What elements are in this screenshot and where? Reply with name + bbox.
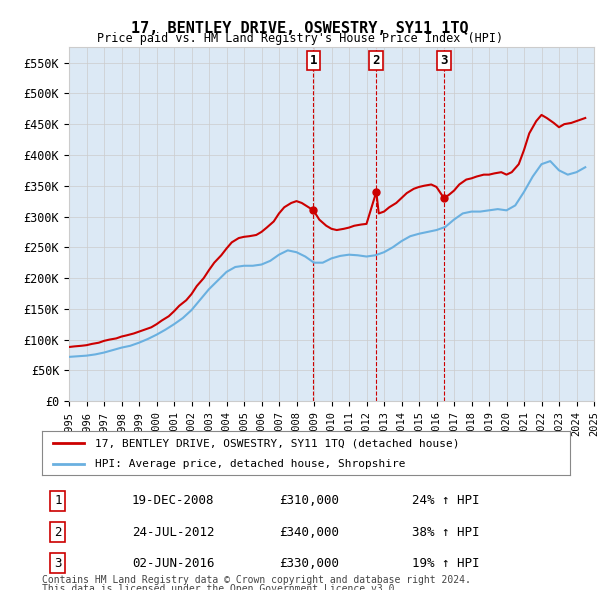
Text: 1: 1 <box>54 494 62 507</box>
Text: HPI: Average price, detached house, Shropshire: HPI: Average price, detached house, Shro… <box>95 459 406 469</box>
Text: 17, BENTLEY DRIVE, OSWESTRY, SY11 1TQ (detached house): 17, BENTLEY DRIVE, OSWESTRY, SY11 1TQ (d… <box>95 438 460 448</box>
Text: 1: 1 <box>310 54 317 67</box>
Text: £330,000: £330,000 <box>280 556 340 570</box>
Text: 3: 3 <box>440 54 448 67</box>
Text: 2: 2 <box>373 54 380 67</box>
Text: 17, BENTLEY DRIVE, OSWESTRY, SY11 1TQ: 17, BENTLEY DRIVE, OSWESTRY, SY11 1TQ <box>131 21 469 35</box>
Text: This data is licensed under the Open Government Licence v3.0.: This data is licensed under the Open Gov… <box>42 584 400 590</box>
Text: 24% ↑ HPI: 24% ↑ HPI <box>412 494 479 507</box>
Text: 19% ↑ HPI: 19% ↑ HPI <box>412 556 479 570</box>
Text: 3: 3 <box>54 556 62 570</box>
Text: 2: 2 <box>54 526 62 539</box>
Text: Contains HM Land Registry data © Crown copyright and database right 2024.: Contains HM Land Registry data © Crown c… <box>42 575 471 585</box>
Text: 24-JUL-2012: 24-JUL-2012 <box>132 526 214 539</box>
Text: 02-JUN-2016: 02-JUN-2016 <box>132 556 214 570</box>
Text: Price paid vs. HM Land Registry's House Price Index (HPI): Price paid vs. HM Land Registry's House … <box>97 32 503 45</box>
Text: 19-DEC-2008: 19-DEC-2008 <box>132 494 214 507</box>
Text: £340,000: £340,000 <box>280 526 340 539</box>
Text: 38% ↑ HPI: 38% ↑ HPI <box>412 526 479 539</box>
Text: £310,000: £310,000 <box>280 494 340 507</box>
